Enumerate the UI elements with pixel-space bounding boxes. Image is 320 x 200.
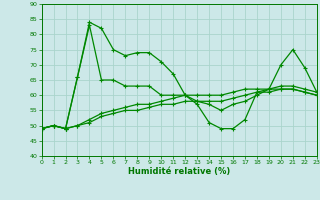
X-axis label: Humidité relative (%): Humidité relative (%) [128,167,230,176]
